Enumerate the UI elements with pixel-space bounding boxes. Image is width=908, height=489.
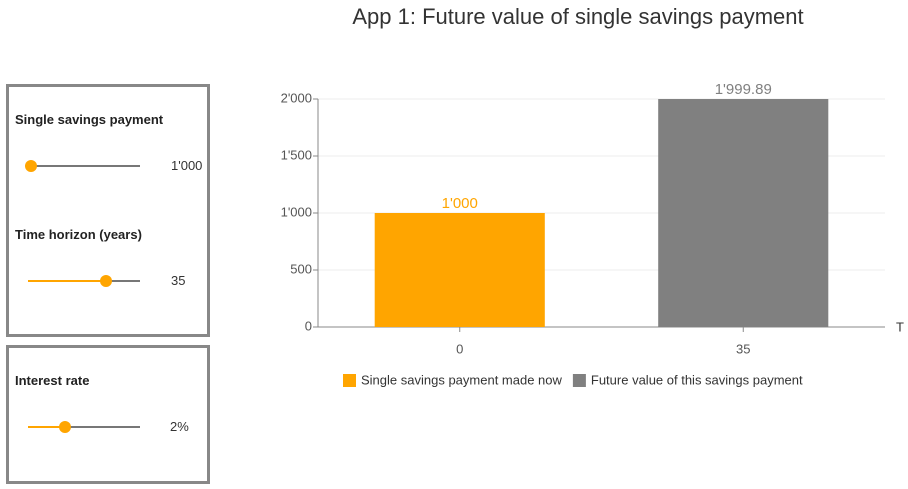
bar: [374, 213, 545, 327]
control-panel: Single savings payment 1'000 Time horizo…: [6, 84, 210, 337]
control-value: 2%: [170, 419, 189, 434]
slider-knob[interactable]: [25, 160, 37, 172]
legend-swatch: [572, 374, 586, 387]
slider[interactable]: [28, 275, 140, 287]
control-panel: Interest rate 2%: [6, 345, 210, 484]
y-tick-label: 2'000: [281, 90, 312, 105]
data-label: 1'999.89: [715, 81, 772, 98]
slider[interactable]: [28, 421, 140, 433]
y-tick-label: 500: [290, 261, 312, 276]
control-label: Time horizon (years): [15, 227, 142, 242]
x-tick-label: 0: [456, 341, 463, 356]
title: App 1: Future value of single savings pa…: [352, 4, 804, 29]
slider-knob[interactable]: [100, 275, 112, 287]
y-tick-label: 0: [305, 318, 312, 333]
x-axis-label: T: [896, 319, 904, 334]
bar: [658, 99, 829, 327]
control-label: Interest rate: [15, 373, 90, 388]
legend-swatch: [343, 374, 356, 387]
control-value: 35: [171, 273, 186, 288]
control-value: 1'000: [171, 158, 203, 173]
legend-label: Future value of this savings payment: [591, 372, 803, 387]
slider[interactable]: [25, 160, 140, 172]
y-tick-label: 1'000: [281, 204, 312, 219]
legend-label: Single savings payment made now: [361, 372, 563, 387]
slider-knob[interactable]: [59, 421, 71, 433]
y-tick-label: 1'500: [281, 147, 312, 162]
x-tick-label: 35: [736, 341, 750, 356]
data-label: 1'000: [442, 195, 478, 212]
control-label: Single savings payment: [15, 112, 164, 127]
